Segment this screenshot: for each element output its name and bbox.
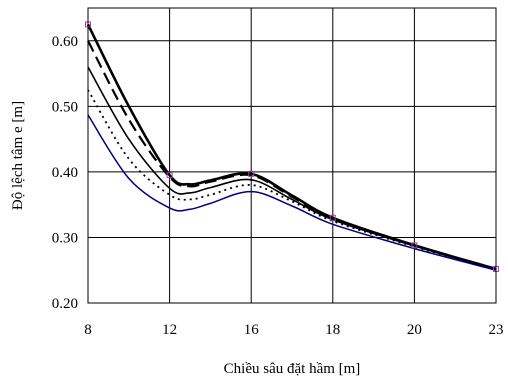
- x-tick-label: 23: [489, 322, 504, 338]
- x-tick-labels: 8 12 16 18 20 23: [84, 322, 503, 338]
- series-markers: [85, 21, 499, 272]
- x-tick-label: 8: [84, 322, 92, 338]
- y-tick-label: 0.40: [52, 165, 78, 181]
- series-line-2: [87, 40, 497, 270]
- x-axis-title: Chiều sâu đặt hầm [m]: [224, 361, 361, 377]
- y-tick-label: 0.50: [52, 99, 78, 115]
- x-tick-label: 12: [162, 322, 177, 338]
- y-tick-labels: 0.20 0.30 0.40 0.50 0.60: [52, 34, 78, 312]
- grid: [87, 8, 497, 304]
- y-axis-title: Độ lệch tâm e [m]: [10, 101, 26, 210]
- series-line-5: [87, 114, 497, 271]
- series-line-4: [87, 89, 497, 271]
- data-point-marker: [248, 170, 255, 177]
- y-tick-label: 0.30: [52, 230, 78, 246]
- y-tick-label: 0.20: [52, 296, 78, 312]
- series-line-3: [87, 66, 497, 271]
- data-point-marker: [411, 242, 418, 249]
- x-tick-label: 16: [244, 322, 260, 338]
- x-tick-label: 20: [407, 322, 422, 338]
- series-line-1: [86, 23, 497, 271]
- data-point-marker: [166, 172, 173, 179]
- data-point-marker: [329, 214, 336, 221]
- series-lines: [86, 23, 497, 271]
- y-tick-label: 0.60: [52, 34, 78, 50]
- x-tick-label: 18: [325, 322, 340, 338]
- plot-frame: [87, 7, 497, 304]
